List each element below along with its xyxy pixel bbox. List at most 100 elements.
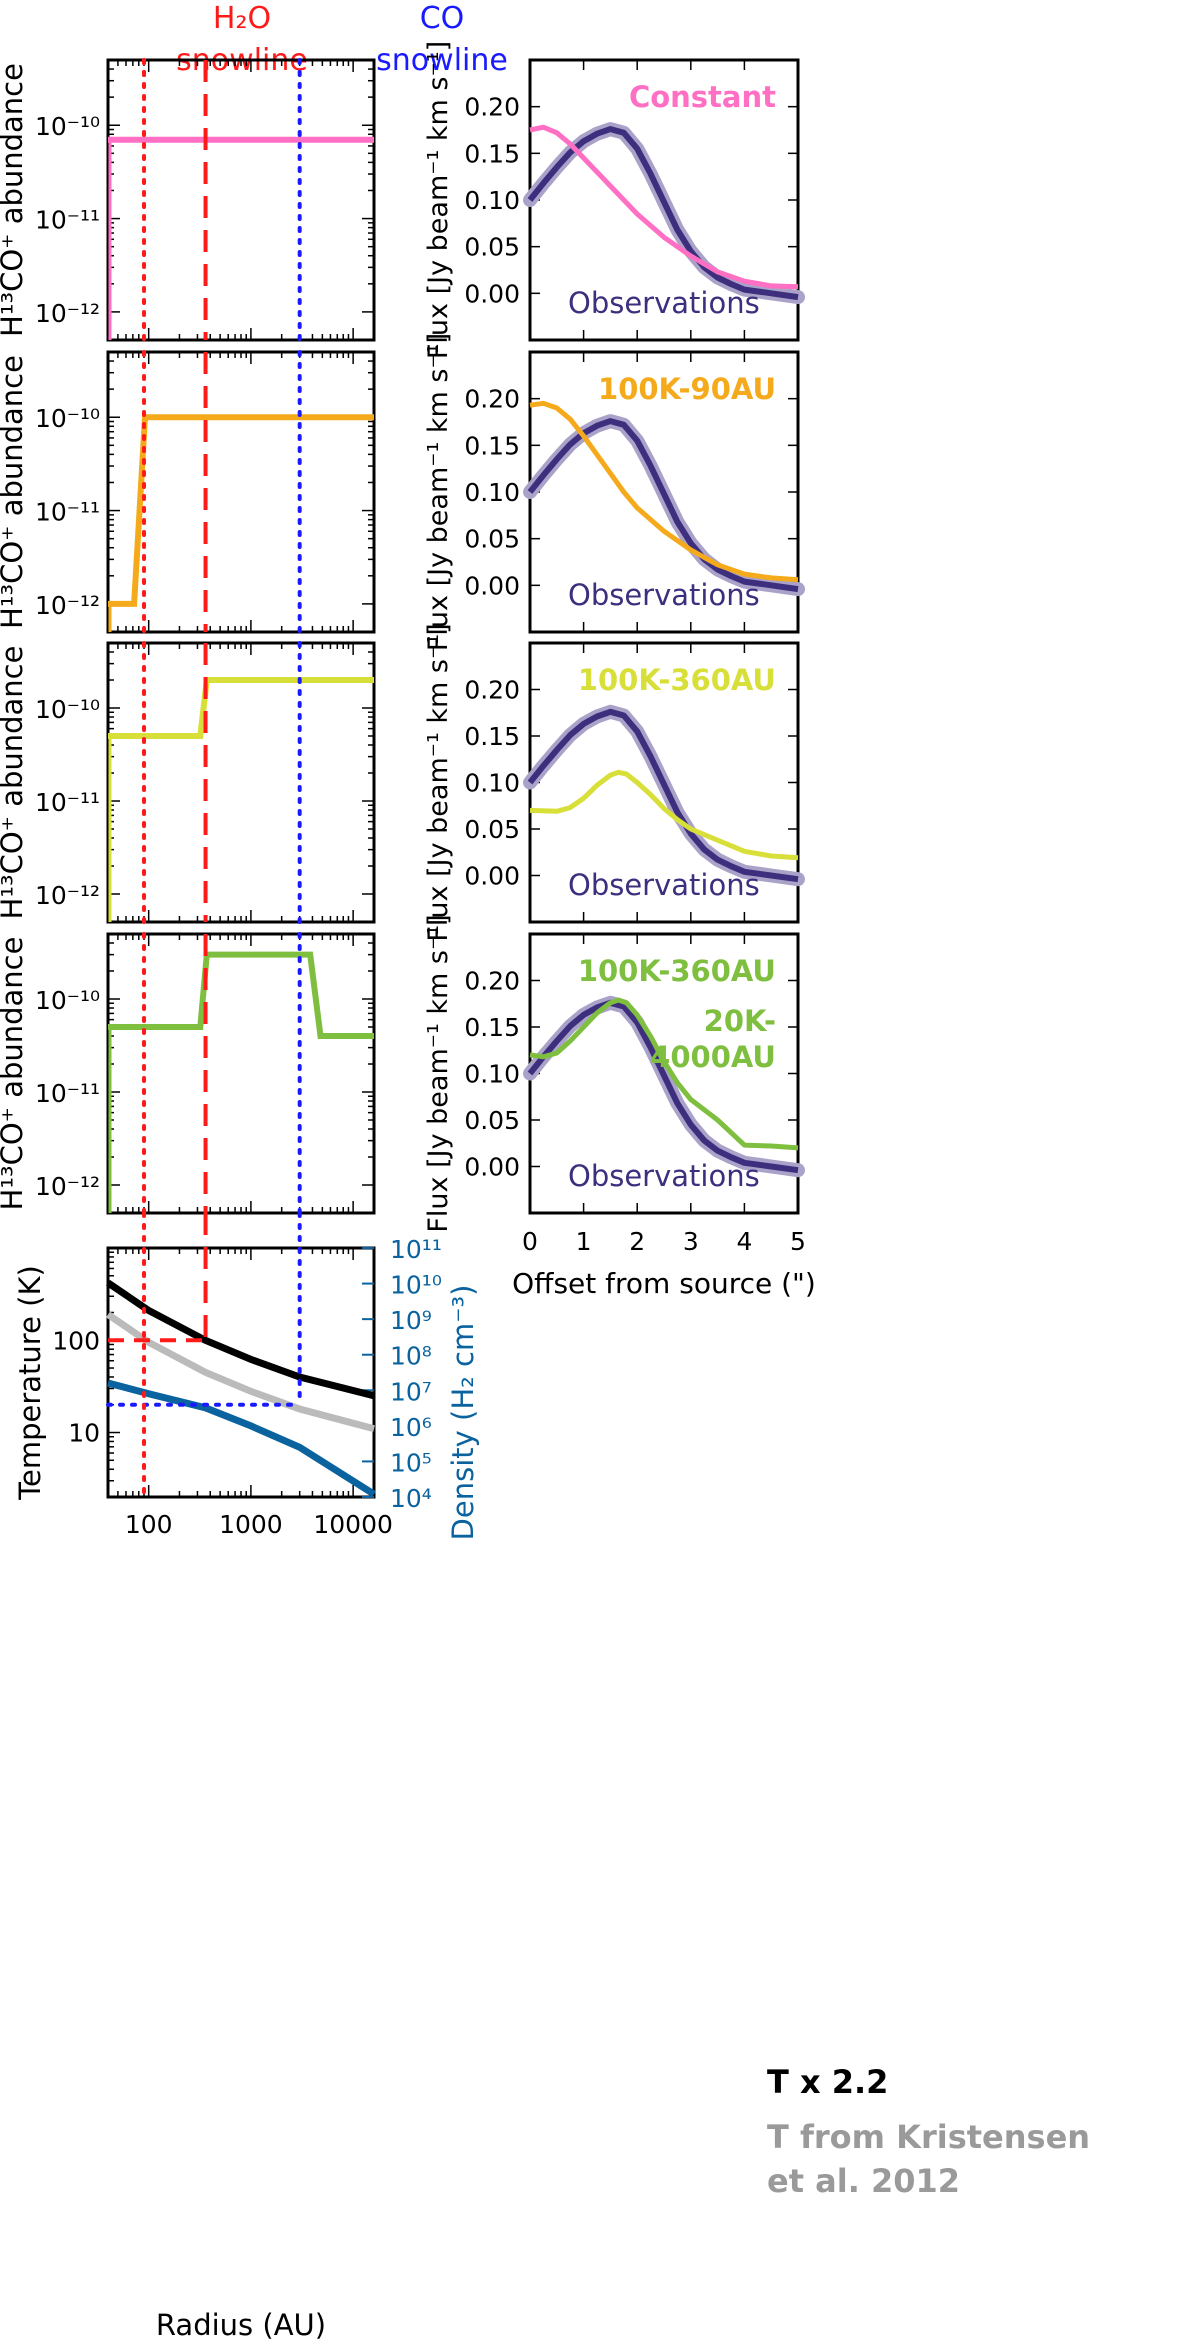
- flux-panel-4: 0.20 0.15 0.10 0.05 0.00 Flux [Jy beam⁻¹ km s…: [423, 914, 805, 1233]
- observations-line: [527, 708, 799, 883]
- observations-label: Observations: [568, 1159, 760, 1193]
- y-tick-label: 10⁻¹⁰: [35, 404, 100, 433]
- y-tick-label: 10⁻¹¹: [35, 206, 100, 235]
- observations-line: [527, 126, 799, 301]
- abundance-axis-label: H¹³CO⁺ abundance: [0, 355, 29, 629]
- model-line: [529, 997, 799, 1151]
- y-tick-label: 0.05: [464, 815, 520, 844]
- legend-t-kristensen-line1: T from Kristensen: [767, 2118, 1090, 2156]
- temperature-line: [106, 1279, 375, 1400]
- y-tick-label: 0.00: [464, 279, 520, 308]
- x-tick-label: 4: [736, 1227, 752, 1256]
- observations-line: [527, 418, 799, 593]
- y-tick-label: 10⁻¹¹: [35, 788, 100, 817]
- abundance-curve: [108, 414, 374, 607]
- observations-line: [527, 999, 799, 1174]
- h2o-snowline-label-top: H₂O: [213, 1, 271, 36]
- model-line: [529, 769, 799, 861]
- x-tick-label: 1000: [219, 1510, 283, 1539]
- y-tick-label: 0.05: [464, 525, 520, 554]
- abundance-curve: [108, 951, 374, 1039]
- y-tick-label: 0.10: [464, 769, 520, 798]
- y-tick-label: 0.20: [464, 967, 520, 996]
- y2-tick-label: 10⁵: [390, 1448, 432, 1477]
- abundance-axis-label: H¹³CO⁺ abundance: [0, 937, 29, 1211]
- observations-label: Observations: [568, 868, 760, 902]
- co-snowline-label-bottom: snowline: [376, 43, 508, 78]
- flux-axis-label: Flux [Jy beam⁻¹ km s⁻¹]: [423, 41, 454, 359]
- x-tick-label: 5: [790, 1227, 806, 1256]
- y2-tick-label: 10⁸: [390, 1342, 432, 1371]
- y-tick-label: 10⁻¹²: [35, 881, 100, 910]
- y-tick-label: 0.00: [464, 1153, 520, 1182]
- temperature-frame: [106, 1246, 376, 1499]
- model-label: 20K-: [704, 1004, 776, 1038]
- legend-t-kristensen-line2: et al. 2012: [767, 2162, 960, 2200]
- x-tick-label: 0: [522, 1227, 538, 1256]
- x-tick-label: 1: [576, 1227, 592, 1256]
- x-tick-label: 2: [629, 1227, 645, 1256]
- y-tick-label: 0.15: [464, 431, 520, 460]
- y2-tick-label: 10¹⁰: [390, 1271, 442, 1300]
- model-line: [529, 400, 799, 583]
- observations-label: Observations: [568, 286, 760, 320]
- y-tick-label: 100: [52, 1326, 100, 1355]
- temperature-axis-label: Temperature (K): [13, 1265, 47, 1501]
- abundance-axis-label: H¹³CO⁺ abundance: [0, 63, 29, 337]
- observations-label: Observations: [568, 578, 760, 612]
- y-tick-label: 0.20: [464, 676, 520, 705]
- abundance-frame: [106, 641, 376, 924]
- y-tick-label: 0.05: [464, 1106, 520, 1135]
- flux-axis-label: Flux [Jy beam⁻¹ km s⁻¹]: [423, 333, 454, 651]
- model-label: Constant: [629, 80, 776, 114]
- flux-axis-label: Flux [Jy beam⁻¹ km s⁻¹]: [423, 623, 454, 941]
- y2-tick-label: 10⁴: [390, 1484, 432, 1513]
- y-tick-label: 10⁻¹²: [35, 299, 100, 328]
- y2-tick-label: 10⁷: [390, 1377, 432, 1406]
- model-label: 100K-90AU: [598, 372, 776, 406]
- abundance-frame: [106, 932, 376, 1215]
- model-label: 100K-360AU: [578, 954, 776, 988]
- y2-tick-label: 10¹¹: [390, 1235, 442, 1264]
- y-tick-label: 10⁻¹⁰: [35, 695, 100, 724]
- y-tick-label: 0.20: [464, 385, 520, 414]
- y-tick-label: 0.15: [464, 722, 520, 751]
- y-tick-label: 0.00: [464, 571, 520, 600]
- radius-axis-label: Radius (AU): [156, 2308, 326, 2342]
- y-tick-label: 10⁻¹⁰: [35, 112, 100, 141]
- y-tick-label: 0.00: [464, 862, 520, 891]
- y2-tick-label: 10⁹: [390, 1306, 432, 1335]
- abundance-frame: [106, 58, 376, 342]
- y-tick-label: 10⁻¹²: [35, 1172, 100, 1201]
- legend-t-scaled: T x 2.2: [767, 2063, 888, 2101]
- abundance-curve: [108, 677, 374, 739]
- flux-panel-2: 0.20 0.15 0.10 0.05 0.00 Flux [Jy beam⁻¹ km s…: [423, 333, 805, 651]
- flux-panel-3: 0.20 0.15 0.10 0.05 0.00 Flux [Jy beam⁻¹ km s…: [423, 623, 805, 942]
- density-axis-label: Density (H₂ cm⁻³): [446, 1285, 480, 1541]
- y-tick-label: 0.10: [464, 1060, 520, 1089]
- y-tick-label: 0.10: [464, 186, 520, 215]
- y-tick-label: 0.20: [464, 93, 520, 122]
- abundance-axis-label: H¹³CO⁺ abundance: [0, 646, 29, 920]
- y-tick-label: 10⁻¹⁰: [35, 986, 100, 1015]
- y-tick-label: 0.05: [464, 233, 520, 262]
- y-tick-label: 0.15: [464, 1013, 520, 1042]
- x-tick-label: 10000: [313, 1510, 393, 1539]
- model-line: [529, 124, 799, 290]
- co-snowline-label-top: CO: [420, 1, 465, 36]
- flux-axis-label: Flux [Jy beam⁻¹ km s⁻¹]: [423, 914, 454, 1232]
- y-tick-label: 0.15: [464, 139, 520, 168]
- flux-panel-1: 0.20 0.15 0.10 0.05 0.00 Flux [Jy beam⁻¹ km s…: [423, 41, 805, 359]
- y-tick-label: 10: [68, 1419, 100, 1448]
- flux-panels: 0.20 0.15 0.10 0.05 0.00 Flux [Jy beam⁻¹ km s…: [423, 41, 816, 1300]
- y-tick-label: 10⁻¹¹: [35, 498, 100, 527]
- y2-tick-label: 10⁶: [390, 1413, 432, 1442]
- y-tick-label: 10⁻¹²: [35, 591, 100, 620]
- abundance-frame: [106, 350, 376, 634]
- density-line: [107, 1379, 376, 1498]
